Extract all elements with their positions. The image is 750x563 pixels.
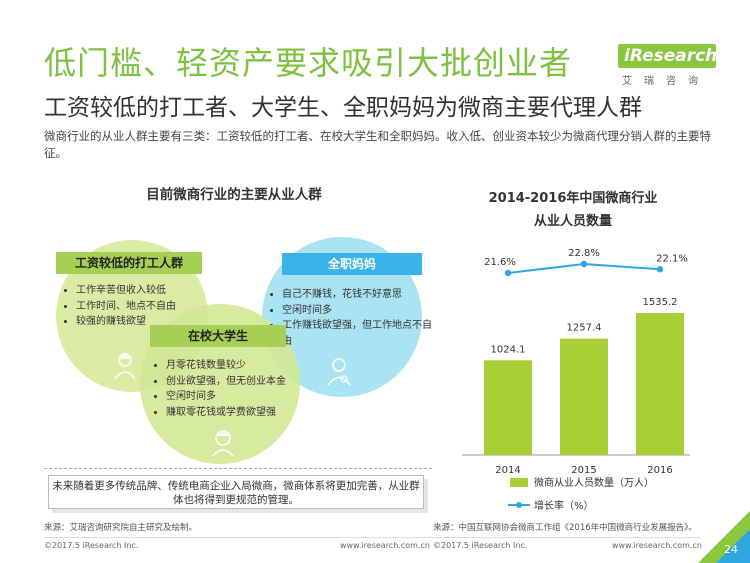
growth-point — [580, 260, 588, 268]
page-title: 低门槛、轻资产要求吸引大批创业者 — [44, 44, 573, 82]
group-label-students: 在校大学生 — [150, 325, 286, 347]
legend-line-marker — [516, 502, 522, 508]
list-item: 赚取零花钱或学费欲望强 — [166, 405, 316, 421]
url-left[interactable]: www.iresearch.com.cn — [340, 541, 430, 550]
list-item: 月零花钱数量较少 — [166, 358, 316, 374]
growth-point — [504, 269, 512, 277]
copyright-right: ©2017.5 iResearch Inc. — [433, 541, 528, 550]
x-tick-label: 2015 — [571, 465, 596, 476]
x-tick-label: 2014 — [495, 465, 520, 476]
footer-divider — [44, 537, 700, 538]
page-number: 24 — [724, 543, 738, 556]
growth-label: 22.8% — [568, 248, 600, 259]
group-list-workers: 工作辛苦但收入较低 工作时间、地点不自由 较强的赚钱欲望 — [62, 283, 216, 330]
group-label-workers: 工资较低的打工人群 — [56, 252, 202, 274]
copyright-left: ©2017.5 iResearch Inc. — [44, 541, 139, 550]
group-label-mothers: 全职妈妈 — [282, 253, 422, 275]
page-subtitle: 工资较低的打工者、大学生、全职妈妈为微商主要代理人群 — [44, 95, 642, 121]
logo-chinese: 艾瑞咨询 — [622, 76, 710, 87]
growth-point — [656, 266, 664, 273]
list-item: 工作时间、地点不自由 — [76, 299, 216, 315]
x-tick-label: 2016 — [647, 465, 672, 476]
logo-wordmark: iResearch — [618, 44, 717, 68]
url-right[interactable]: www.iresearch.com.cn — [612, 541, 702, 550]
list-item: 创业欲望强，但无创业本金 — [166, 374, 316, 390]
list-item: 工作辛苦但收入较低 — [76, 283, 216, 299]
page-description: 微商行业的从业人群主要有三类：工资较低的打工者、在校大学生和全职妈妈。收入低、创… — [44, 129, 711, 160]
worker-icon — [114, 353, 136, 380]
growth-label: 21.6% — [484, 257, 516, 268]
source-right: 来源：中国互联网协会微商工作组《2016年中国微商行业发展报告》。 — [433, 523, 697, 533]
legend-bar-label: 微商从业人员数量（万人） — [534, 476, 654, 489]
list-item: 工作赚钱欲望强，但工作地点不自由 — [282, 318, 432, 349]
venn-note: 未来随着更多传统品牌、传统电商企业入局微商，微商体系将更加完善，从业群体也将得到… — [48, 475, 424, 509]
legend-bar-swatch — [510, 478, 528, 487]
iresearch-logo: iResearch 艾瑞咨询 — [618, 44, 718, 87]
chart-title-line2: 从业人员数量 — [533, 214, 612, 229]
list-item: 自己不赚钱，花钱不好意思 — [282, 287, 432, 303]
list-item: 较强的赚钱欲望 — [76, 314, 216, 330]
bar-value-label: 1257.4 — [567, 323, 602, 334]
legend-line-label: 增长率（%） — [534, 499, 594, 512]
chart-title-line1: 2014-2016年中国微商行业 — [488, 191, 658, 206]
bar-value-label: 1535.2 — [643, 297, 678, 308]
section-divider — [44, 468, 432, 469]
list-item: 空闲时间多 — [166, 389, 316, 405]
bar-2015 — [560, 338, 608, 455]
group-list-students: 月零花钱数量较少 创业欲望强，但无创业本金 空闲时间多 赚取零花钱或学费欲望强 — [152, 358, 316, 420]
bar-2016 — [636, 312, 684, 455]
venn-title: 目前微商行业的主要从业人群 — [146, 187, 322, 203]
group-list-mothers: 自己不赚钱，花钱不好意思 空闲时间多 工作赚钱欲望强，但工作地点不自由 — [268, 287, 432, 349]
corner-decoration — [698, 511, 750, 563]
growth-label: 22.1% — [656, 253, 688, 264]
mother-icon — [327, 358, 351, 386]
bar-value-label: 1024.1 — [491, 344, 526, 355]
list-item: 空闲时间多 — [282, 303, 432, 319]
chart-canvas: 1024.1 2014 1257.4 2015 1535.2 2016 21.6% 22.8%… — [462, 248, 690, 512]
student-icon — [212, 430, 234, 456]
bar-2014 — [484, 360, 532, 455]
source-left: 来源：艾瑞咨询研究院自主研究及绘制。 — [44, 523, 198, 533]
